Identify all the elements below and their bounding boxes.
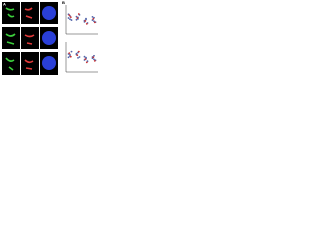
data-point (67, 56, 70, 59)
data-point (68, 52, 71, 54)
image-panel (2, 27, 20, 49)
data-point (93, 60, 96, 62)
nucleus (42, 6, 56, 20)
data-point (84, 20, 87, 22)
red-signal (24, 34, 35, 45)
nucleus (42, 31, 56, 45)
data-point (91, 15, 94, 18)
data-point (84, 58, 87, 60)
data-point (69, 54, 71, 56)
panel-label: A (3, 2, 6, 7)
data-point (70, 19, 73, 21)
image-panel (21, 2, 39, 24)
data-point (75, 18, 78, 21)
image-panel (21, 52, 39, 75)
figure: A B (2, 0, 98, 75)
data-point (68, 14, 71, 17)
data-point (93, 21, 96, 24)
data-point (76, 54, 79, 57)
red-signal (24, 7, 33, 19)
data-point (67, 17, 70, 19)
image-panel (21, 27, 39, 49)
micrographs (2, 2, 58, 75)
data-point (85, 22, 88, 25)
data-point (77, 13, 80, 15)
data-point (78, 56, 81, 58)
data-point (77, 57, 79, 59)
data-point (93, 58, 95, 61)
data-point (77, 50, 80, 53)
nucleus (42, 56, 56, 70)
data-point (83, 55, 86, 58)
data-point (69, 18, 71, 21)
data-point (70, 50, 73, 53)
data-point (85, 17, 87, 20)
data-point (69, 55, 72, 58)
data-point (92, 18, 95, 20)
panel-label: B (62, 0, 65, 5)
green-signal (5, 7, 15, 18)
green-signal (5, 57, 15, 71)
page: {"panel_labels": ["A", "B"], "chart_data… (0, 0, 100, 77)
green-signal (5, 33, 16, 45)
data-point (69, 16, 72, 19)
data-point (85, 61, 88, 64)
data-point (92, 56, 95, 59)
red-signal (24, 59, 34, 70)
data-point (93, 54, 95, 57)
data-point (76, 17, 79, 19)
data-point (75, 15, 78, 18)
data-point (75, 52, 78, 55)
image-panel (2, 52, 20, 75)
